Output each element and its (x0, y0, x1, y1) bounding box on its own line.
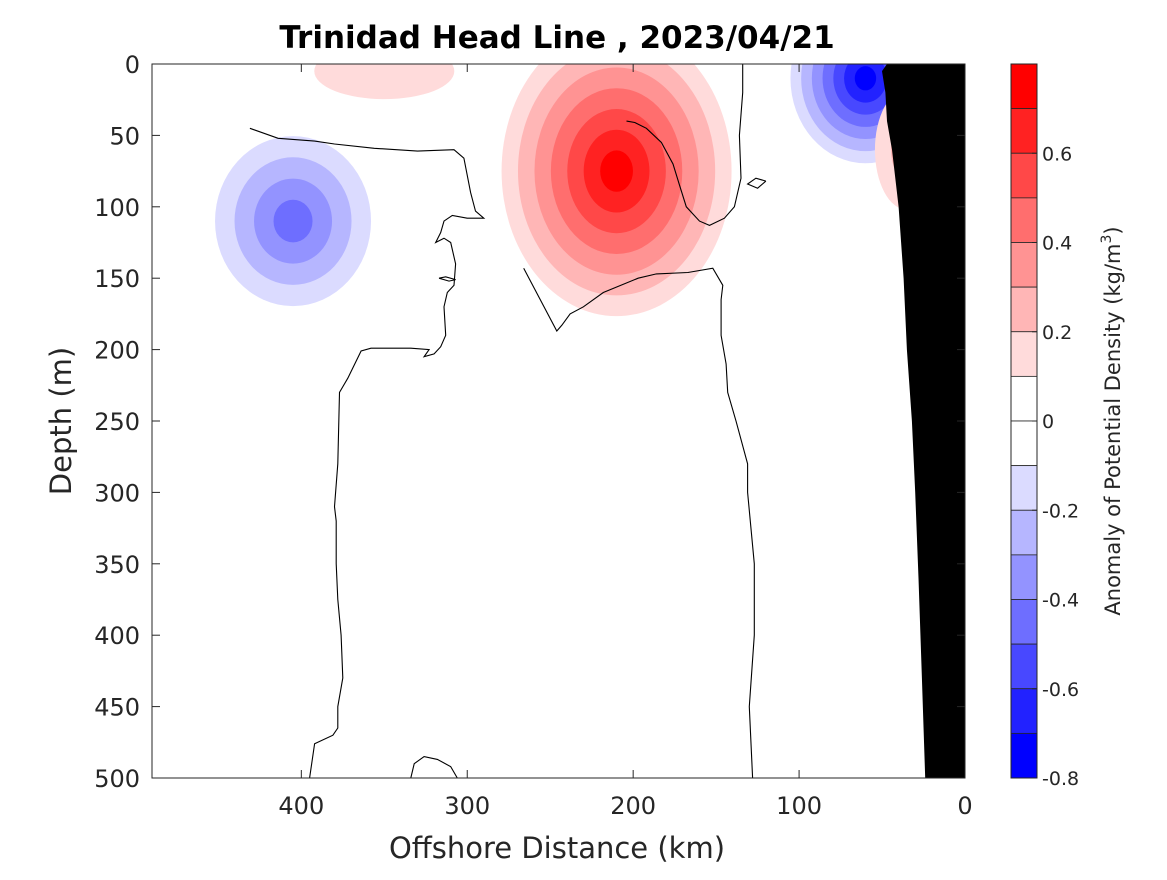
contour-feature-positive-surface-340km (314, 64, 455, 100)
colorbar-band-14 (1010, 688, 1038, 734)
contour-feature-negative-eddy-offshore-410km (215, 136, 372, 307)
colorbar-band-5 (1010, 286, 1038, 333)
zero-contour-layer (249, 64, 767, 778)
y-tick-label-100: 100 (94, 194, 140, 222)
colorbar-label-end: ) (1101, 226, 1125, 234)
x-tick-label-100: 100 (776, 792, 822, 820)
x-tick-label-0: 0 (957, 792, 972, 820)
colorbar-band-15 (1010, 732, 1038, 779)
colorbar-band-8 (1010, 420, 1038, 467)
colorbar-band-13 (1010, 643, 1038, 690)
colorbar-band-4 (1010, 242, 1038, 288)
x-tick-label-300: 300 (444, 792, 490, 820)
colorbar-band-2 (1010, 152, 1038, 199)
zero-contour-small-loop (746, 177, 767, 189)
seafloor-shelf (882, 64, 965, 778)
y-tick-label-350: 350 (94, 551, 140, 579)
y-tick-label-450: 450 (94, 694, 140, 722)
zero-contour-east-upper (626, 64, 744, 227)
zero-contour-mid-east (523, 267, 755, 778)
colorbar-band-1 (1010, 108, 1038, 154)
colorbar-tick-label--0.8: -0.8 (1042, 768, 1079, 790)
colorbar-band-0 (1010, 63, 1038, 110)
x-tick-label-200: 200 (610, 792, 656, 820)
colorbar (1010, 63, 1038, 779)
colorbar-band-10 (1010, 509, 1038, 556)
y-tick-label-150: 150 (94, 265, 140, 293)
colorbar-band-6 (1010, 331, 1038, 377)
y-tick-label-400: 400 (94, 622, 140, 650)
x-axis-label: Offshore Distance (km) (389, 831, 725, 865)
colorbar-label-main: Anomaly of Potential Density (kg/m (1101, 244, 1125, 616)
colorbar-tick-label-0.2: 0.2 (1042, 322, 1072, 344)
colorbar-tick-label--0.2: -0.2 (1042, 500, 1079, 522)
y-tick-label-200: 200 (94, 337, 140, 365)
contour-band-negative-near-surface-inshore-6 (854, 66, 877, 91)
x-axis-ticks: 400 300 200 100 0 (278, 64, 973, 820)
y-tick-label-500: 500 (94, 765, 140, 793)
y-tick-label-300: 300 (94, 479, 140, 507)
bathymetry-layer (882, 64, 965, 778)
colorbar-band-9 (1010, 465, 1038, 511)
y-tick-label-50: 50 (109, 122, 140, 150)
colorbar-band-3 (1010, 197, 1038, 243)
colorbar-tick-label--0.4: -0.4 (1042, 590, 1079, 612)
colorbar-label: Anomaly of Potential Density (kg/m3) (1099, 226, 1125, 615)
zero-contour-tiny-loop (438, 276, 456, 282)
y-axis-label: Depth (m) (44, 347, 78, 495)
contour-feature-positive-core-offshore-200km (501, 64, 732, 317)
colorbar-band-7 (1010, 375, 1038, 422)
contour-band-negative-eddy-offshore-410km-3 (273, 199, 313, 243)
y-tick-label-250: 250 (94, 408, 140, 436)
zero-contour-west (249, 127, 486, 778)
chart-title: Trinidad Head Line , 2023/04/21 (279, 20, 834, 56)
colorbar-tick-label-0: 0 (1042, 411, 1054, 433)
colorbar-label-superscript: 3 (1099, 235, 1115, 244)
colorbar-band-11 (1010, 554, 1038, 600)
x-tick-label-400: 400 (278, 792, 324, 820)
colorbar-band-12 (1010, 599, 1038, 645)
y-tick-label-0: 0 (125, 51, 140, 79)
colorbar-ticks: 0.6 0.4 0.2 0 -0.2 -0.4 -0.6 -0.8 (1032, 143, 1079, 790)
colorbar-tick-label-0.4: 0.4 (1042, 233, 1072, 255)
contour-band-positive-core-offshore-200km-6 (600, 150, 633, 192)
y-axis-ticks: 0 50 100 150 200 250 300 350 400 450 500 (94, 51, 965, 793)
contour-band-positive-surface-340km-0 (314, 64, 455, 100)
colorbar-tick-label-0.6: 0.6 (1042, 143, 1072, 165)
zero-contour-bottom-bump (410, 756, 458, 778)
colorbar-tick-label--0.6: -0.6 (1042, 679, 1079, 701)
